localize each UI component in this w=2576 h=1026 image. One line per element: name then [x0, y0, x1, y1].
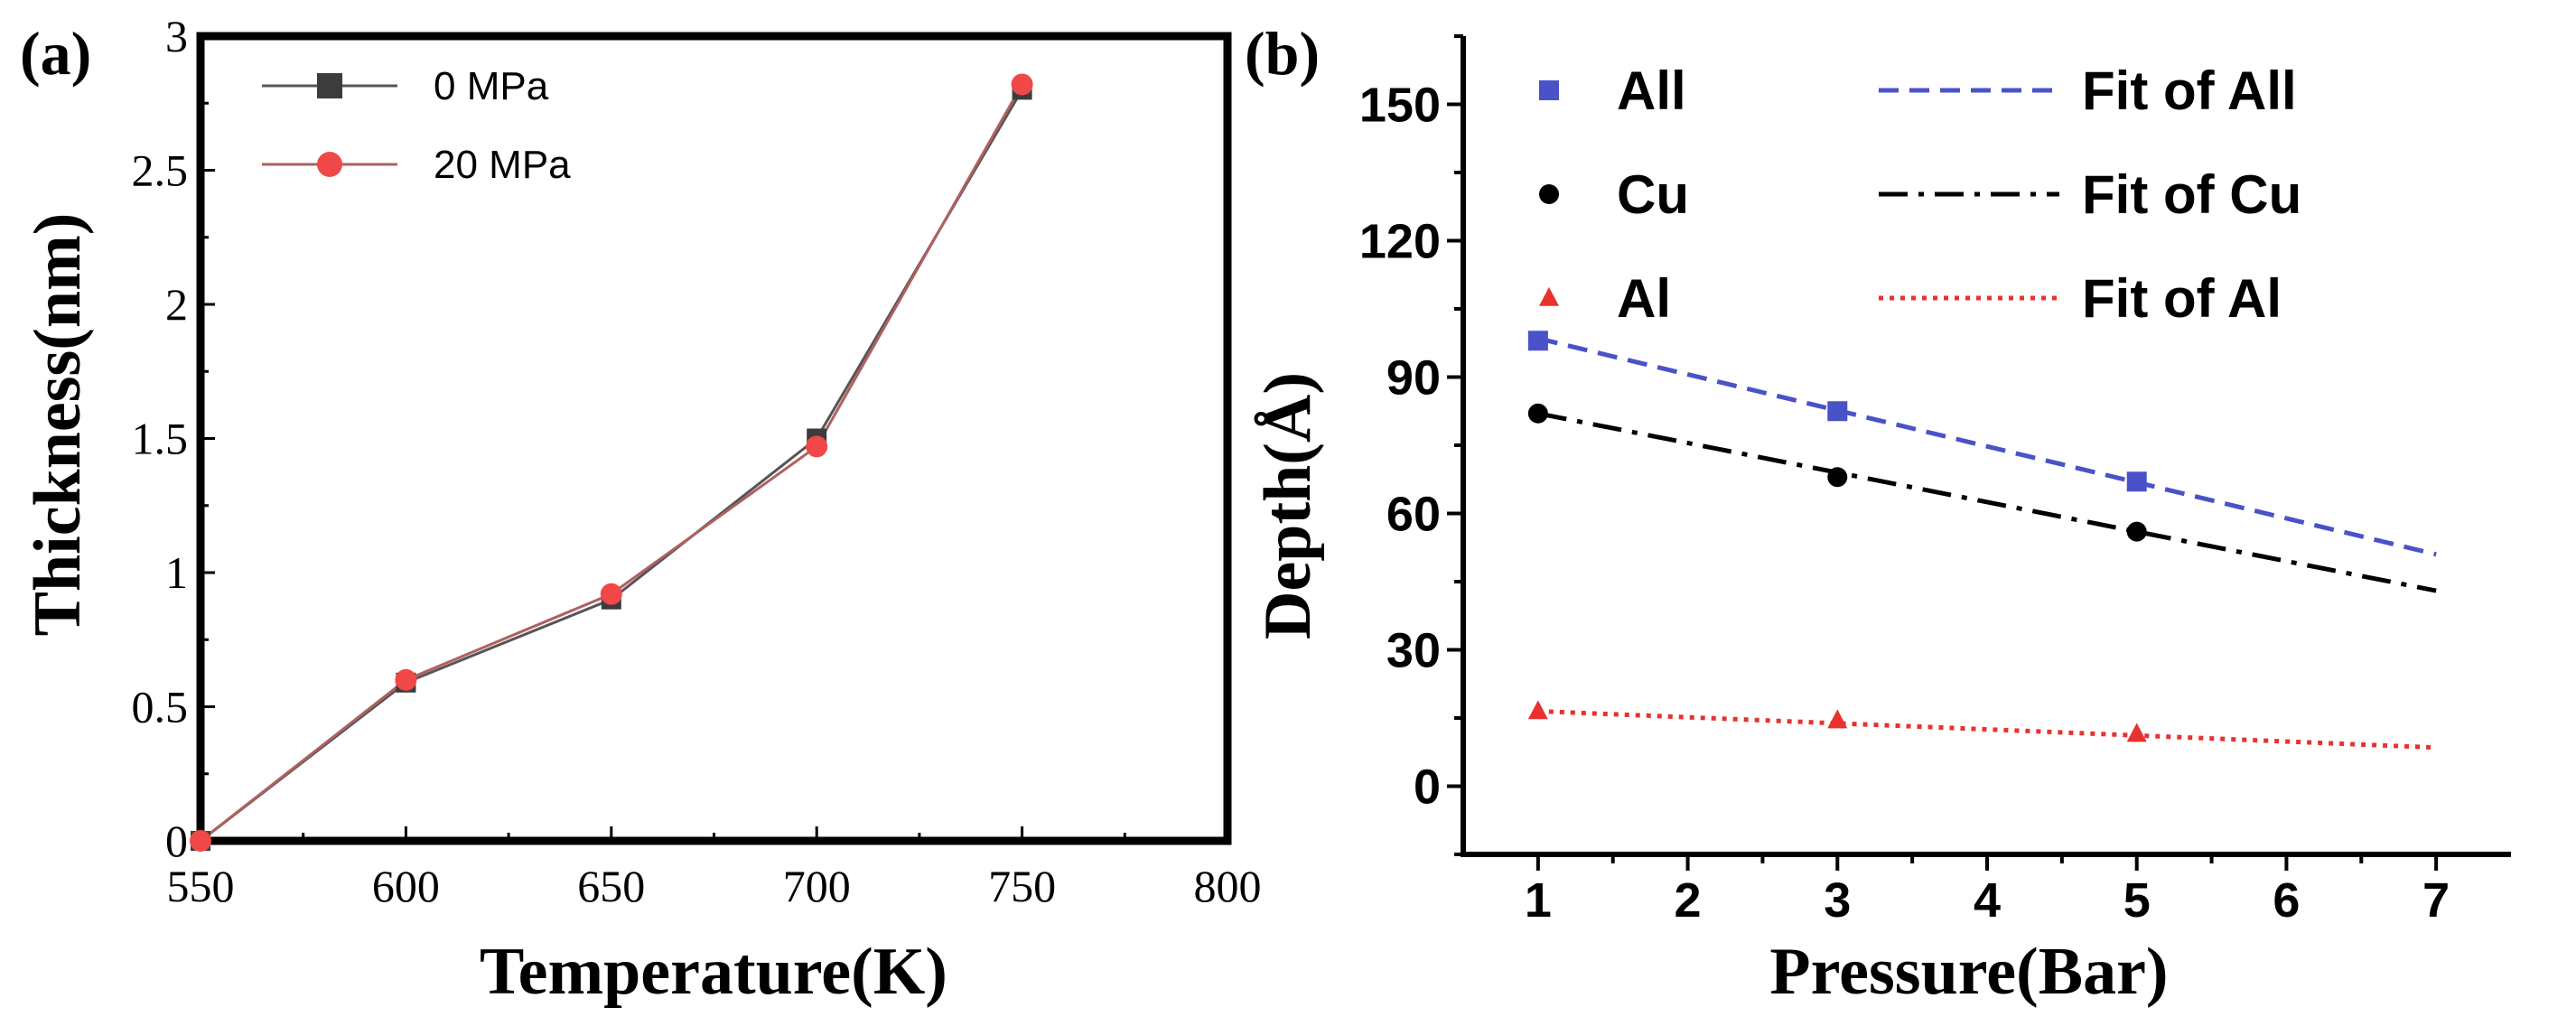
panel-a-x-tick-label: 700 [783, 861, 851, 911]
panel-b-y-tick-label: 150 [1359, 79, 1441, 133]
panel-a-x-tick-label: 600 [372, 861, 440, 911]
panel-b-legend-fit-label-fit-of-all: Fit of All [2082, 61, 2297, 121]
panel-b-point-all [1827, 401, 1848, 422]
panel-a-label: (a) [20, 19, 91, 88]
panel-b-point-all [2126, 471, 2147, 492]
panel-b-x-tick-label: 3 [1824, 873, 1851, 928]
panel-a-y-tick-label: 3 [165, 11, 188, 61]
panel-b-point-al [2126, 723, 2147, 742]
panel-a-y-axis-title: Thickness(nm) [21, 213, 95, 637]
panel-b-legend-marker-al [1539, 286, 1559, 306]
panel-a-legend-label-20-mpa: 20 MPa [434, 143, 571, 187]
panel-a-thickness-chart: (a) 550 600 650 700 750 800 0 0.5 1 1.5 2 2.5 3 0 MP… [20, 11, 1262, 1009]
panel-a-point-20-mpa [190, 830, 211, 852]
panel-b-y-tick-label: 0 [1414, 760, 1441, 815]
panel-a-x-axis-title: Temperature(K) [480, 935, 947, 1009]
panel-b-legend: All Cu Al Fit of All Fit of Cu Fit of Al [1539, 61, 2301, 329]
panel-a-x-tick-label: 750 [988, 861, 1056, 911]
panel-b-x-axis-title: Pressure(Bar) [1769, 935, 2168, 1009]
panel-b-fit-line-fit-of-cu [1537, 411, 2437, 593]
panel-a-legend-marker-20-mpa [317, 152, 342, 177]
panel-b-legend-fit-label-fit-of-cu: Fit of Cu [2082, 164, 2301, 225]
panel-a-y-tick-label: 1.5 [132, 414, 189, 464]
panel-a-y-tick-label: 2.5 [132, 145, 189, 196]
panel-b-label: (b) [1245, 19, 1320, 88]
panel-a-legend-marker-0-mpa [317, 73, 342, 98]
panel-b-x-tick-label: 6 [2273, 873, 2300, 928]
panel-a-line-20-mpa [200, 83, 1023, 843]
panel-b-y-tick-label: 60 [1386, 488, 1441, 542]
panel-a-legend: 0 MPa 20 MPa [262, 64, 571, 187]
panel-b-point-all [1527, 331, 1548, 351]
panel-b-legend-marker-all [1539, 80, 1559, 100]
panel-b-point-al [1527, 700, 1548, 720]
panel-a-x-tick-label: 800 [1194, 861, 1262, 911]
panel-a-point-20-mpa [600, 583, 622, 605]
panel-b-x-tick-label: 2 [1675, 873, 1702, 928]
panel-b-y-tick-label: 30 [1386, 624, 1441, 678]
panel-b-legend-label-all: All [1617, 61, 1686, 121]
panel-b-point-cu [1827, 467, 1848, 488]
panel-a-point-20-mpa [395, 668, 417, 691]
panel-a-x-tick-label: 650 [577, 861, 645, 911]
panel-b-x-tick-label: 1 [1525, 873, 1552, 928]
panel-b-point-al [1827, 709, 1848, 729]
panel-b-y-tick-label: 90 [1386, 351, 1441, 406]
panel-b-x-tick-label: 4 [1974, 873, 2001, 928]
panel-a-x-tick-label: 550 [167, 861, 235, 911]
panel-b-depth-chart: (b) 1 2 3 4 5 6 7 0 30 60 90 120 150 All Cu Al Fit of A… [1245, 19, 2511, 1009]
panel-b-y-tick-label: 120 [1359, 215, 1441, 269]
panel-b-x-tick-label: 7 [2422, 873, 2450, 928]
panel-b-legend-label-al: Al [1617, 268, 1671, 329]
panel-a-y-tick-label: 0.5 [132, 682, 189, 732]
panel-a-y-tick-label: 1 [165, 547, 188, 598]
panel-a-point-20-mpa [1011, 73, 1033, 96]
panel-a-y-tick-label: 2 [165, 279, 188, 330]
panel-b-x-tick-label: 5 [2123, 873, 2151, 928]
panel-b-y-axis-title: Depth(Å) [1251, 372, 1325, 639]
panel-b-point-cu [2126, 521, 2147, 542]
panel-a-line-0-mpa [200, 89, 1023, 843]
panel-a-point-20-mpa [806, 435, 828, 458]
panel-b-fit-line-fit-of-al [1537, 708, 2437, 751]
panel-b-fit-line-fit-of-all [1537, 336, 2437, 557]
panel-a-legend-label-0-mpa: 0 MPa [434, 64, 549, 108]
panel-b-legend-fit-label-fit-of-al: Fit of Al [2082, 268, 2282, 329]
panel-b-legend-marker-cu [1539, 184, 1559, 204]
panel-a-y-tick-label: 0 [165, 816, 188, 866]
panel-b-legend-label-cu: Cu [1617, 164, 1689, 225]
panel-b-point-cu [1527, 403, 1548, 424]
